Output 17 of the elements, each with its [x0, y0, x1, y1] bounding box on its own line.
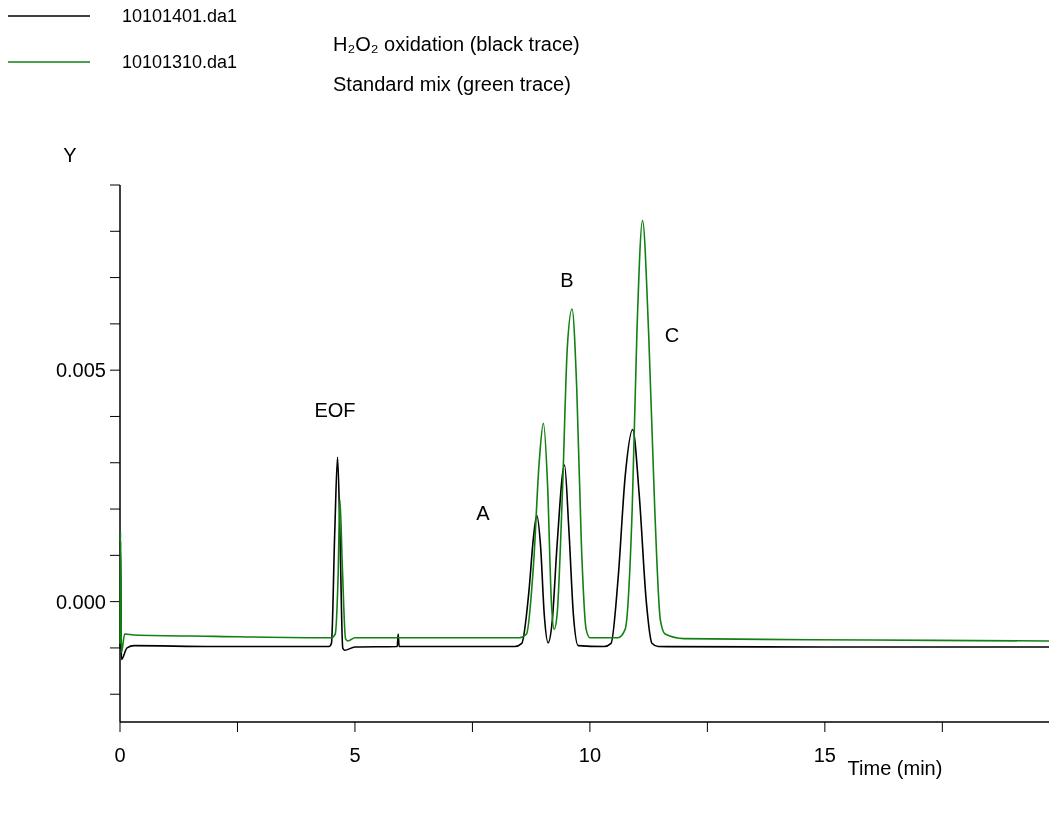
annotation: A — [476, 502, 491, 524]
x-tick-label: 5 — [349, 744, 361, 766]
y-tick-label: 0.000 — [55, 590, 106, 613]
text: Standard mix (green trace) — [333, 73, 571, 95]
annotation: B — [560, 269, 574, 291]
annotation: C — [664, 324, 680, 346]
line-series — [119, 219, 1049, 654]
y-axis-title: Y — [63, 144, 77, 166]
x-tick-label: 15 — [813, 744, 836, 766]
text: H₂O₂ oxidation (black trace) — [333, 33, 580, 55]
legend-label: 10101401.da1 — [122, 6, 238, 26]
legend-label: 10101310.da1 — [122, 52, 238, 72]
x-tick-label: 0 — [114, 744, 126, 766]
x-tick-label: 10 — [578, 744, 602, 766]
annotation: EOF — [314, 399, 356, 421]
y-tick-label: 0.005 — [55, 359, 106, 382]
x-axis-title: Time (min) — [847, 757, 943, 779]
